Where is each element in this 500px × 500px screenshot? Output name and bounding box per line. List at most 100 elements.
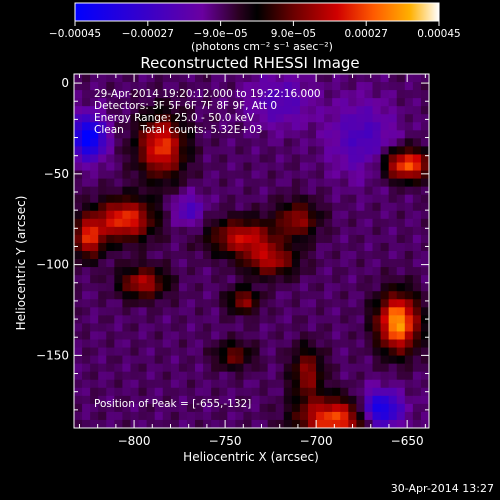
heatmap-cell bbox=[178, 210, 188, 220]
heatmap-cell bbox=[235, 323, 245, 333]
heatmap-cell bbox=[235, 226, 245, 236]
heatmap-cell bbox=[243, 202, 253, 212]
heatmap-cell bbox=[130, 146, 140, 156]
heatmap-cell bbox=[291, 419, 301, 428]
heatmap-cell bbox=[396, 90, 406, 99]
heatmap-cell bbox=[404, 307, 414, 316]
heatmap-cell bbox=[299, 226, 309, 236]
heatmap-cell bbox=[146, 90, 156, 99]
heatmap-cell bbox=[203, 210, 212, 220]
heatmap-cell bbox=[203, 178, 212, 188]
heatmap-cell bbox=[74, 114, 83, 123]
heatmap-cell bbox=[348, 259, 357, 268]
heatmap-cell bbox=[364, 403, 374, 413]
heatmap-cell bbox=[122, 178, 132, 188]
heatmap-cell bbox=[267, 74, 277, 83]
heatmap-cell bbox=[195, 395, 204, 405]
heatmap-cell bbox=[316, 130, 325, 139]
heatmap-cell bbox=[186, 130, 196, 139]
heatmap-cell bbox=[275, 82, 285, 91]
heatmap-cell bbox=[170, 186, 180, 196]
heatmap-cell bbox=[178, 315, 188, 325]
heatmap-cell bbox=[130, 347, 140, 357]
y-tick-label: −50 bbox=[44, 167, 69, 181]
heatmap-cell bbox=[106, 74, 115, 83]
heatmap-cell bbox=[178, 307, 188, 316]
heatmap-cell bbox=[114, 242, 124, 252]
heatmap-cell bbox=[74, 218, 83, 228]
heatmap-cell bbox=[138, 403, 148, 413]
heatmap-cell bbox=[372, 259, 382, 268]
heatmap-cell bbox=[396, 251, 406, 260]
heatmap-cell bbox=[404, 218, 414, 228]
heatmap-cell bbox=[340, 387, 349, 397]
heatmap-cell bbox=[332, 371, 341, 381]
heatmap-cell bbox=[170, 178, 180, 188]
heatmap-cell bbox=[178, 122, 188, 131]
heatmap-cell bbox=[170, 283, 180, 292]
heatmap-cell bbox=[251, 154, 261, 164]
heatmap-cell bbox=[235, 170, 245, 180]
heatmap-cell bbox=[267, 154, 277, 164]
heatmap-cell bbox=[162, 323, 172, 333]
heatmap-cell bbox=[364, 315, 374, 325]
heatmap-cell bbox=[211, 363, 220, 373]
heatmap-cell bbox=[74, 106, 83, 115]
heatmap-cell bbox=[114, 355, 124, 365]
heatmap-cell bbox=[243, 363, 253, 373]
heatmap-cell bbox=[82, 403, 91, 413]
heatmap-cell bbox=[154, 403, 164, 413]
heatmap-cell bbox=[114, 331, 124, 341]
heatmap-cell bbox=[364, 154, 374, 164]
heatmap-cell bbox=[114, 170, 124, 180]
heatmap-cell bbox=[372, 363, 382, 373]
heatmap-cell bbox=[380, 186, 390, 196]
heatmap-cell bbox=[283, 299, 293, 308]
heatmap-cell bbox=[267, 82, 277, 91]
heatmap-cell bbox=[396, 82, 406, 91]
heatmap-cell bbox=[82, 82, 91, 91]
heatmap-cell bbox=[283, 259, 293, 268]
heatmap-cell bbox=[203, 363, 212, 373]
heatmap-cell bbox=[356, 170, 366, 180]
heatmap-cell bbox=[307, 403, 317, 413]
heatmap-cell bbox=[195, 194, 204, 204]
heatmap-cell bbox=[219, 315, 228, 325]
heatmap-cell bbox=[316, 122, 325, 131]
heatmap-cell bbox=[162, 291, 172, 300]
heatmap-cell bbox=[283, 419, 293, 428]
heatmap-cell bbox=[203, 331, 212, 341]
heatmap-cell bbox=[275, 251, 285, 260]
heatmap-cell bbox=[106, 339, 115, 349]
heatmap-cell bbox=[316, 275, 325, 284]
heatmap-cell bbox=[307, 299, 317, 308]
heatmap-cell bbox=[98, 275, 107, 284]
heatmap-cell bbox=[388, 130, 398, 139]
heatmap-cell bbox=[186, 339, 196, 349]
heatmap-cell bbox=[291, 363, 301, 373]
heatmap-cell bbox=[283, 307, 293, 316]
heatmap-cell bbox=[324, 82, 333, 91]
heatmap-cell bbox=[412, 347, 422, 357]
heatmap-cell bbox=[114, 307, 124, 316]
heatmap-cell bbox=[299, 283, 309, 292]
heatmap-cell bbox=[146, 98, 156, 107]
heatmap-cell bbox=[299, 403, 309, 413]
heatmap-cell bbox=[195, 218, 204, 228]
heatmap-cell bbox=[380, 242, 390, 252]
heatmap-cell bbox=[251, 98, 261, 107]
heatmap-cell bbox=[404, 74, 414, 83]
heatmap-cell bbox=[90, 210, 99, 220]
heatmap-cell bbox=[227, 259, 236, 268]
heatmap-cell bbox=[267, 162, 277, 172]
heatmap-cell bbox=[203, 90, 212, 99]
heatmap-cell bbox=[316, 82, 325, 91]
heatmap-cell bbox=[307, 379, 317, 389]
heatmap-cell bbox=[106, 307, 115, 316]
heatmap-cell bbox=[420, 251, 429, 260]
heatmap-cell bbox=[178, 251, 188, 260]
heatmap-cell bbox=[138, 275, 148, 284]
heatmap-cell bbox=[404, 315, 414, 325]
heatmap-cell bbox=[259, 379, 269, 389]
heatmap-cell bbox=[267, 122, 277, 131]
